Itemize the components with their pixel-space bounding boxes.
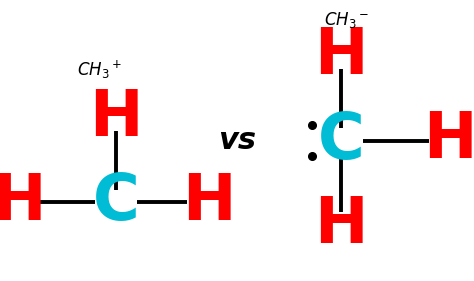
Text: C: C <box>318 110 365 171</box>
Text: vs: vs <box>218 126 256 155</box>
Text: $\mathit{CH_3}^+$: $\mathit{CH_3}^+$ <box>77 59 122 81</box>
Text: H: H <box>424 110 474 171</box>
Text: $\mathit{CH_3}^-$: $\mathit{CH_3}^-$ <box>324 10 368 30</box>
Text: H: H <box>0 171 46 233</box>
Text: H: H <box>315 25 368 87</box>
Text: H: H <box>315 194 368 256</box>
Text: H: H <box>90 87 143 149</box>
Text: C: C <box>93 171 139 233</box>
Text: H: H <box>182 171 235 233</box>
